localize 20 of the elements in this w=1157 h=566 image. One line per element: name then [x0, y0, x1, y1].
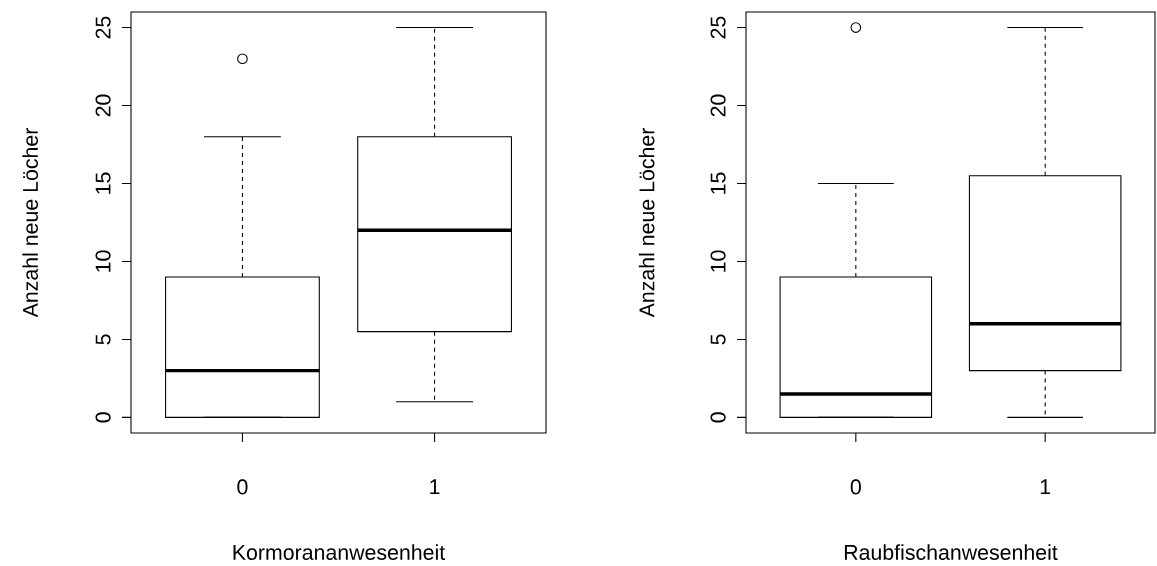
x-axis-title: Kormorananwesenheit — [233, 544, 446, 560]
y-tick-label: 15 — [95, 172, 111, 194]
y-tick-label: 10 — [710, 250, 726, 272]
x-tick-label: 0 — [850, 479, 861, 495]
y-tick-label: 25 — [710, 16, 726, 39]
y-tick-label: 5 — [710, 334, 726, 345]
y-tick-label: 10 — [95, 250, 111, 272]
x-tick-label: 0 — [237, 479, 248, 495]
y-tick-label: 0 — [710, 412, 726, 423]
y-tick-label: 20 — [710, 94, 726, 117]
y-tick-label: 5 — [95, 334, 111, 345]
x-tick-label: 1 — [430, 479, 440, 495]
x-axis-title: Raubfischanwesenheit — [844, 544, 1058, 560]
y-axis-title: Anzahl neue Löcher — [22, 128, 38, 318]
y-tick-label: 25 — [95, 16, 111, 39]
y-axis-title: Anzahl neue Löcher — [638, 128, 655, 318]
y-tick-label: 15 — [710, 172, 726, 194]
y-tick-label: 0 — [95, 412, 111, 423]
y-tick-label: 20 — [95, 94, 111, 117]
x-tick-label: 1 — [1040, 479, 1051, 495]
